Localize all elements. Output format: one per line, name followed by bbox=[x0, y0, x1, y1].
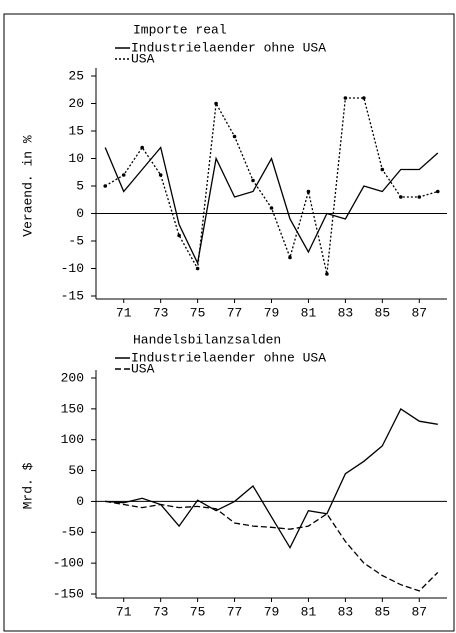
series-marker bbox=[325, 272, 329, 276]
y-tick-label: -150 bbox=[53, 586, 84, 601]
series-line bbox=[104, 146, 439, 266]
series-marker bbox=[232, 134, 237, 139]
x-tick-label: 81 bbox=[301, 305, 317, 320]
series-marker bbox=[343, 96, 348, 100]
series-marker bbox=[399, 195, 403, 199]
series-marker bbox=[362, 96, 366, 100]
y-axis-label: Mrd. $ bbox=[20, 462, 35, 509]
x-tick-label: 79 bbox=[264, 305, 280, 320]
series-marker bbox=[214, 101, 218, 106]
chart-title: Handelsbilanzsalden bbox=[133, 332, 281, 347]
x-tick-label: 79 bbox=[264, 604, 280, 619]
y-tick-label: -15 bbox=[61, 288, 84, 303]
y-tick-label: 10 bbox=[68, 151, 84, 166]
y-tick-label: 25 bbox=[68, 68, 84, 83]
series-marker bbox=[158, 173, 163, 177]
series-line bbox=[105, 500, 439, 592]
y-tick-label: 100 bbox=[61, 432, 84, 447]
x-tick-label: 77 bbox=[227, 604, 243, 619]
chart-title: Importe real bbox=[133, 22, 227, 37]
y-tick-label: 0 bbox=[76, 206, 84, 221]
y-tick-label: 15 bbox=[68, 123, 84, 138]
x-tick-label: 87 bbox=[411, 604, 427, 619]
legend-label: Industrielaender ohne USA bbox=[131, 350, 326, 365]
x-tick-label: 83 bbox=[338, 604, 354, 619]
legend-label: USA bbox=[131, 361, 155, 376]
x-tick-label: 77 bbox=[227, 305, 243, 320]
series-marker bbox=[195, 266, 200, 271]
series-marker bbox=[251, 178, 255, 183]
legend-label: USA bbox=[131, 51, 155, 66]
x-tick-label: 73 bbox=[153, 604, 169, 619]
series-marker bbox=[103, 184, 108, 188]
series-line bbox=[104, 97, 438, 275]
series-marker bbox=[269, 206, 274, 210]
x-tick-label: 85 bbox=[375, 305, 391, 320]
series-marker bbox=[435, 189, 440, 194]
x-tick-label: 85 bbox=[375, 604, 391, 619]
series-marker bbox=[380, 167, 385, 172]
y-axis-label: Veraend. in % bbox=[20, 135, 35, 237]
series-marker bbox=[177, 233, 181, 238]
y-tick-label: -50 bbox=[61, 525, 84, 540]
x-tick-label: 83 bbox=[338, 305, 354, 320]
x-tick-label: 73 bbox=[153, 305, 169, 320]
legend-label: Industrielaender ohne USA bbox=[131, 40, 326, 55]
y-tick-label: 20 bbox=[68, 96, 84, 111]
x-tick-label: 71 bbox=[116, 305, 132, 320]
y-tick-label: 150 bbox=[61, 401, 84, 416]
y-tick-label: 5 bbox=[76, 178, 84, 193]
x-tick-label: 81 bbox=[301, 604, 317, 619]
y-tick-label: 200 bbox=[61, 370, 84, 385]
series-marker bbox=[306, 189, 311, 194]
y-tick-label: -10 bbox=[61, 261, 84, 276]
x-tick-label: 71 bbox=[116, 604, 132, 619]
y-tick-label: 0 bbox=[76, 494, 84, 509]
y-tick-label: -5 bbox=[68, 233, 84, 248]
y-tick-label: -100 bbox=[53, 556, 84, 571]
series-marker bbox=[121, 173, 126, 177]
x-tick-label: 75 bbox=[190, 604, 206, 619]
series-marker bbox=[417, 195, 422, 199]
x-tick-label: 75 bbox=[190, 305, 206, 320]
series-marker bbox=[288, 255, 292, 260]
y-tick-label: 50 bbox=[68, 463, 84, 478]
frame bbox=[3, 13, 455, 632]
x-tick-label: 87 bbox=[411, 305, 427, 320]
series-marker bbox=[140, 145, 144, 150]
